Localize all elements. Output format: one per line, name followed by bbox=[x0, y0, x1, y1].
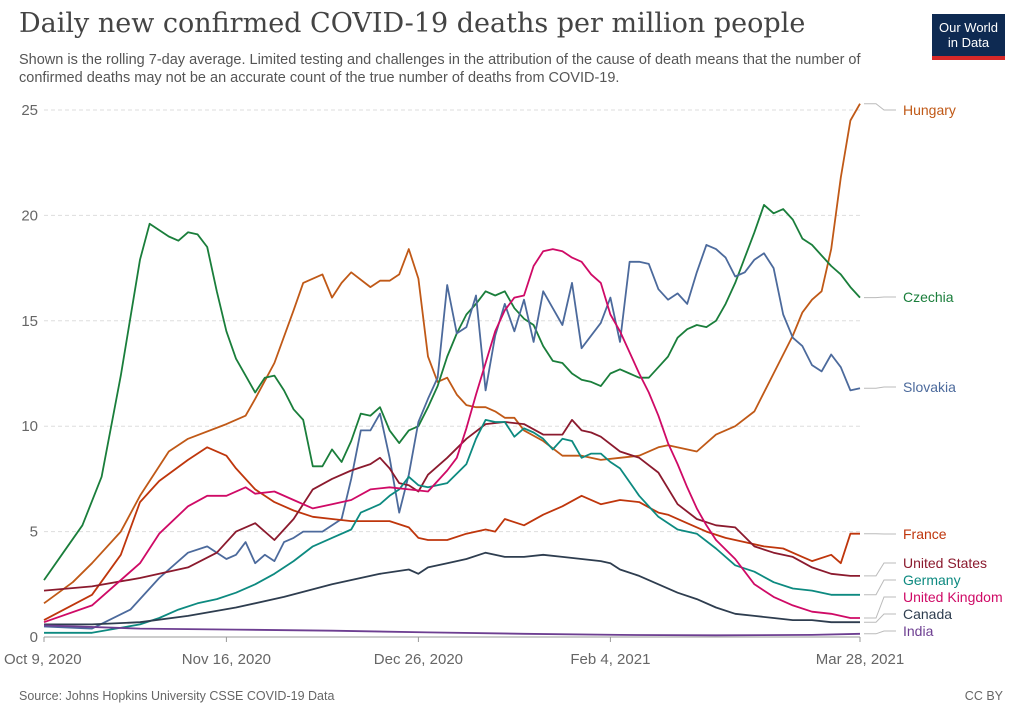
series-line-united-kingdom[interactable] bbox=[43, 248, 860, 624]
legend-label-germany[interactable]: Germany bbox=[903, 572, 961, 588]
legend: Hungary Czechia Slovakia France United State… bbox=[864, 102, 1003, 639]
x-axis: Oct 9, 2020 Nov 16, 2020 Dec 26, 2020 Feb 4… bbox=[4, 636, 904, 668]
legend-label-hungary[interactable]: Hungary bbox=[903, 102, 956, 118]
series-line-india[interactable] bbox=[43, 624, 861, 637]
legend-label-slovakia[interactable]: Slovakia bbox=[903, 379, 956, 395]
x-tick-label: Oct 9, 2020 bbox=[4, 651, 82, 668]
legend-label-united-states[interactable]: United States bbox=[903, 555, 987, 571]
x-tick-label: Dec 26, 2020 bbox=[374, 651, 463, 668]
chart-title: Daily new confirmed COVID-19 deaths per … bbox=[19, 8, 806, 39]
series-line-germany[interactable] bbox=[44, 418, 860, 634]
license-link[interactable]: CC BY bbox=[964, 689, 1003, 703]
legend-leader-slovakia bbox=[864, 386, 896, 389]
grid-lines bbox=[44, 109, 860, 638]
y-tick-label: 0 bbox=[30, 629, 38, 646]
y-tick-label: 25 bbox=[21, 102, 38, 119]
series-line-slovakia[interactable] bbox=[43, 243, 861, 630]
series-line-united-states[interactable] bbox=[43, 418, 860, 592]
series-lines bbox=[43, 103, 861, 637]
legend-leader-germany bbox=[864, 579, 896, 596]
y-tick-label: 10 bbox=[21, 418, 38, 435]
logo-line-2: in Data bbox=[947, 35, 990, 50]
owid-logo[interactable]: Our World in Data bbox=[932, 14, 1005, 60]
series-line-hungary[interactable] bbox=[43, 103, 861, 605]
legend-label-india[interactable]: India bbox=[903, 623, 934, 639]
chart-subtitle: Shown is the rolling 7-day average. Limi… bbox=[19, 52, 861, 86]
legend-leader-united-states bbox=[864, 562, 896, 577]
legend-leader-hungary bbox=[864, 103, 896, 111]
series-line-france[interactable] bbox=[43, 446, 860, 621]
series-line-canada[interactable] bbox=[44, 551, 860, 626]
legend-label-france[interactable]: France bbox=[903, 526, 947, 542]
y-tick-label: 5 bbox=[30, 524, 38, 541]
legend-label-canada[interactable]: Canada bbox=[903, 606, 952, 622]
series-line-czechia[interactable] bbox=[43, 203, 861, 581]
legend-leader-canada bbox=[864, 613, 896, 623]
logo-line-1: Our World bbox=[939, 20, 998, 35]
y-tick-label: 20 bbox=[21, 207, 38, 224]
x-tick-label: Nov 16, 2020 bbox=[182, 651, 271, 668]
y-axis: 0 5 10 15 20 25 bbox=[21, 102, 38, 646]
legend-leader-united-kingdom bbox=[864, 596, 896, 619]
y-tick-label: 15 bbox=[21, 313, 38, 330]
x-tick-label: Mar 28, 2021 bbox=[816, 651, 904, 668]
legend-leader-czechia bbox=[864, 296, 896, 299]
x-tick-label: Feb 4, 2021 bbox=[570, 651, 650, 668]
legend-leader-india bbox=[864, 630, 896, 635]
legend-label-united-kingdom[interactable]: United Kingdom bbox=[903, 589, 1003, 605]
legend-label-czechia[interactable]: Czechia bbox=[903, 289, 954, 305]
source-note: Source: Johns Hopkins University CSSE CO… bbox=[19, 689, 335, 703]
